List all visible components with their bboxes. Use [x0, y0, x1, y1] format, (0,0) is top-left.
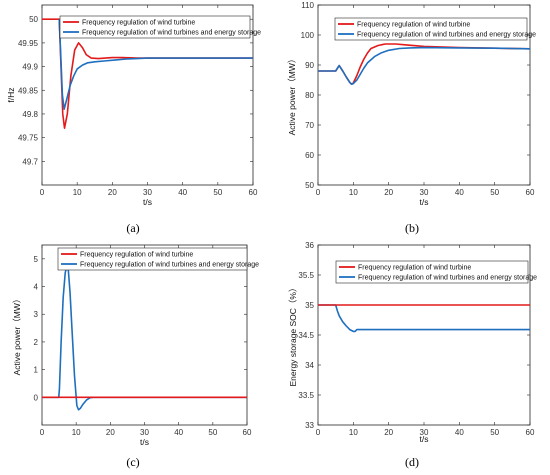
x-tick-label: 20 [108, 188, 117, 197]
x-tick-label: 40 [455, 188, 464, 197]
legend: Frequency regulation of wind turbine Freq… [57, 247, 259, 271]
legend: Frequency regulation of wind turbine Freq… [335, 260, 537, 284]
y-tick-label: 60 [305, 151, 314, 160]
x-tick-label: 20 [384, 428, 393, 437]
chart-panel-1: 0 10 20 30 40 50 60 49.7 49.75 49.8 49.85 49.9 49.95… [6, 4, 261, 235]
x-axis-label: t/s [420, 197, 429, 207]
legend-entry: Frequency regulation of wind turbine [357, 22, 470, 29]
y-tick-label: 50 [29, 15, 38, 24]
y-tick-label: 49.85 [18, 86, 39, 95]
y-tick-label: 49.7 [22, 157, 38, 166]
legend-entry: Frequency regulation of wind turbines an… [357, 32, 536, 39]
legend-entry: Frequency regulation of wind turbines an… [82, 30, 261, 37]
legend-entry: Frequency regulation of wind turbines an… [358, 275, 537, 282]
x-tick-label: 20 [384, 188, 393, 197]
x-tick-label: 60 [526, 428, 535, 437]
x-tick-label: 0 [316, 428, 321, 437]
y-axis-label: Energy storage SOC（%） [288, 284, 298, 387]
y-tick-label: 0 [34, 393, 39, 402]
y-axis-label: f/Hz [6, 87, 16, 102]
x-tick-label: 50 [208, 428, 217, 437]
y-tick-label: 110 [301, 1, 314, 10]
panel-caption: (b) [405, 221, 419, 235]
chart-panel-3: 0 10 20 30 40 50 60 0 1 2 3 4 5 t/s Active power（MW） Fr… [12, 244, 259, 469]
y-tick-label: 70 [305, 121, 314, 130]
y-tick-label: 4 [34, 283, 39, 292]
x-axis-label: t/s [140, 437, 149, 447]
y-tick-label: 90 [305, 61, 314, 70]
y-tick-label: 34.5 [298, 331, 314, 340]
x-tick-label: 50 [490, 428, 499, 437]
x-tick-label: 20 [106, 428, 115, 437]
series-line-wind-storage [42, 264, 247, 411]
legend: Frequency regulation of wind turbine Freq… [59, 15, 261, 39]
x-tick-label: 40 [174, 428, 183, 437]
x-tick-label: 10 [72, 428, 81, 437]
x-tick-label: 60 [526, 188, 535, 197]
y-tick-label: 35.5 [298, 271, 314, 280]
x-tick-label: 50 [213, 188, 222, 197]
legend-entry: Frequency regulation of wind turbine [80, 252, 193, 259]
y-tick-label: 49.8 [22, 110, 38, 119]
x-tick-label: 10 [349, 188, 358, 197]
series-line-wind-storage [318, 46, 530, 85]
legend-box [334, 17, 528, 41]
y-tick-label: 49.75 [18, 134, 39, 143]
x-axis-label: t/s [143, 197, 152, 207]
y-tick-label: 2 [34, 338, 39, 347]
y-tick-label: 50 [305, 181, 314, 190]
y-tick-label: 49.9 [22, 63, 38, 72]
y-axis-label: Active power（MW） [287, 55, 297, 136]
legend-entry: Frequency regulation of wind turbine [358, 265, 471, 272]
legend-entry: Frequency regulation of wind turbines an… [80, 262, 259, 269]
y-tick-label: 33 [305, 421, 314, 430]
x-tick-label: 10 [73, 188, 82, 197]
chart-panel-4: 0 10 20 30 40 50 60 33 33.5 34 34.5 35 35.5 36 t/s Ener… [288, 241, 537, 469]
x-tick-label: 30 [143, 188, 152, 197]
y-tick-label: 100 [301, 31, 315, 40]
chart-panel-2: 0 10 20 30 40 50 60 50 60 70 80 90 100 110 t/s Active p… [287, 1, 536, 235]
y-tick-label: 49.95 [18, 39, 39, 48]
x-tick-label: 40 [178, 188, 187, 197]
y-tick-label: 36 [305, 241, 314, 250]
x-axis-label: t/s [420, 434, 429, 444]
x-tick-label: 60 [249, 188, 258, 197]
legend-entry: Frequency regulation of wind turbine [82, 20, 195, 27]
panel-caption: (d) [405, 455, 419, 469]
legend-box [335, 260, 529, 284]
x-tick-label: 0 [40, 428, 45, 437]
legend: Frequency regulation of wind turbine Freq… [334, 17, 536, 41]
legend-box [57, 247, 248, 271]
x-tick-label: 30 [420, 428, 429, 437]
y-axis-label: Active power（MW） [12, 295, 22, 376]
y-tick-label: 34 [305, 361, 314, 370]
x-tick-label: 50 [490, 188, 499, 197]
series-line-wind-storage [58, 19, 253, 111]
y-tick-label: 1 [34, 366, 39, 375]
x-tick-label: 30 [140, 428, 149, 437]
y-tick-label: 5 [34, 255, 39, 264]
y-tick-label: 35 [305, 301, 314, 310]
x-tick-label: 60 [243, 428, 252, 437]
x-tick-label: 40 [455, 428, 464, 437]
x-tick-label: 30 [420, 188, 429, 197]
y-tick-label: 80 [305, 91, 314, 100]
series-line-wind-storage [318, 304, 530, 333]
x-tick-label: 0 [316, 188, 321, 197]
panel-caption: (a) [126, 221, 139, 235]
legend-box [59, 15, 251, 39]
x-tick-label: 0 [40, 188, 45, 197]
y-tick-label: 33.5 [298, 391, 314, 400]
y-tick-label: 3 [34, 310, 39, 319]
x-tick-label: 10 [349, 428, 358, 437]
panel-caption: (c) [126, 455, 139, 469]
